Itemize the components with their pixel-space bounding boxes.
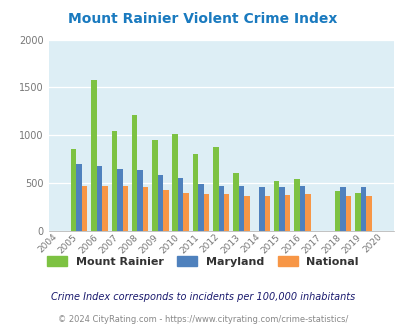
Bar [264, 196, 269, 231]
Bar [137, 170, 143, 231]
Text: © 2024 CityRating.com - https://www.cityrating.com/crime-statistics/: © 2024 CityRating.com - https://www.city… [58, 315, 347, 324]
Bar [157, 175, 163, 231]
Bar [91, 80, 96, 231]
Bar [102, 185, 107, 231]
Bar [294, 179, 299, 231]
Bar [299, 185, 305, 231]
Bar [244, 196, 249, 231]
Bar [152, 140, 157, 231]
Bar [365, 196, 371, 231]
Text: Mount Rainier Violent Crime Index: Mount Rainier Violent Crime Index [68, 12, 337, 25]
Bar [345, 196, 350, 231]
Bar [122, 186, 128, 231]
Bar [334, 191, 339, 231]
Bar [177, 178, 183, 231]
Bar [163, 190, 168, 231]
Bar [82, 185, 87, 231]
Bar [183, 193, 188, 231]
Bar [273, 181, 279, 231]
Bar [233, 173, 238, 231]
Bar [143, 187, 148, 231]
Bar [339, 187, 345, 231]
Bar [305, 194, 310, 231]
Bar [213, 147, 218, 231]
Bar [192, 154, 198, 231]
Bar [132, 115, 137, 231]
Bar [76, 164, 82, 231]
Bar [238, 186, 244, 231]
Bar [96, 166, 102, 231]
Bar [198, 183, 203, 231]
Bar [218, 185, 224, 231]
Bar [117, 169, 122, 231]
Legend: Mount Rainier, Maryland, National: Mount Rainier, Maryland, National [47, 256, 358, 267]
Bar [111, 130, 117, 231]
Bar [258, 187, 264, 231]
Bar [172, 134, 177, 231]
Bar [354, 193, 360, 231]
Bar [279, 187, 284, 231]
Bar [71, 149, 76, 231]
Bar [203, 194, 209, 231]
Bar [284, 195, 290, 231]
Text: Crime Index corresponds to incidents per 100,000 inhabitants: Crime Index corresponds to incidents per… [51, 292, 354, 302]
Bar [360, 187, 365, 231]
Bar [224, 194, 229, 231]
